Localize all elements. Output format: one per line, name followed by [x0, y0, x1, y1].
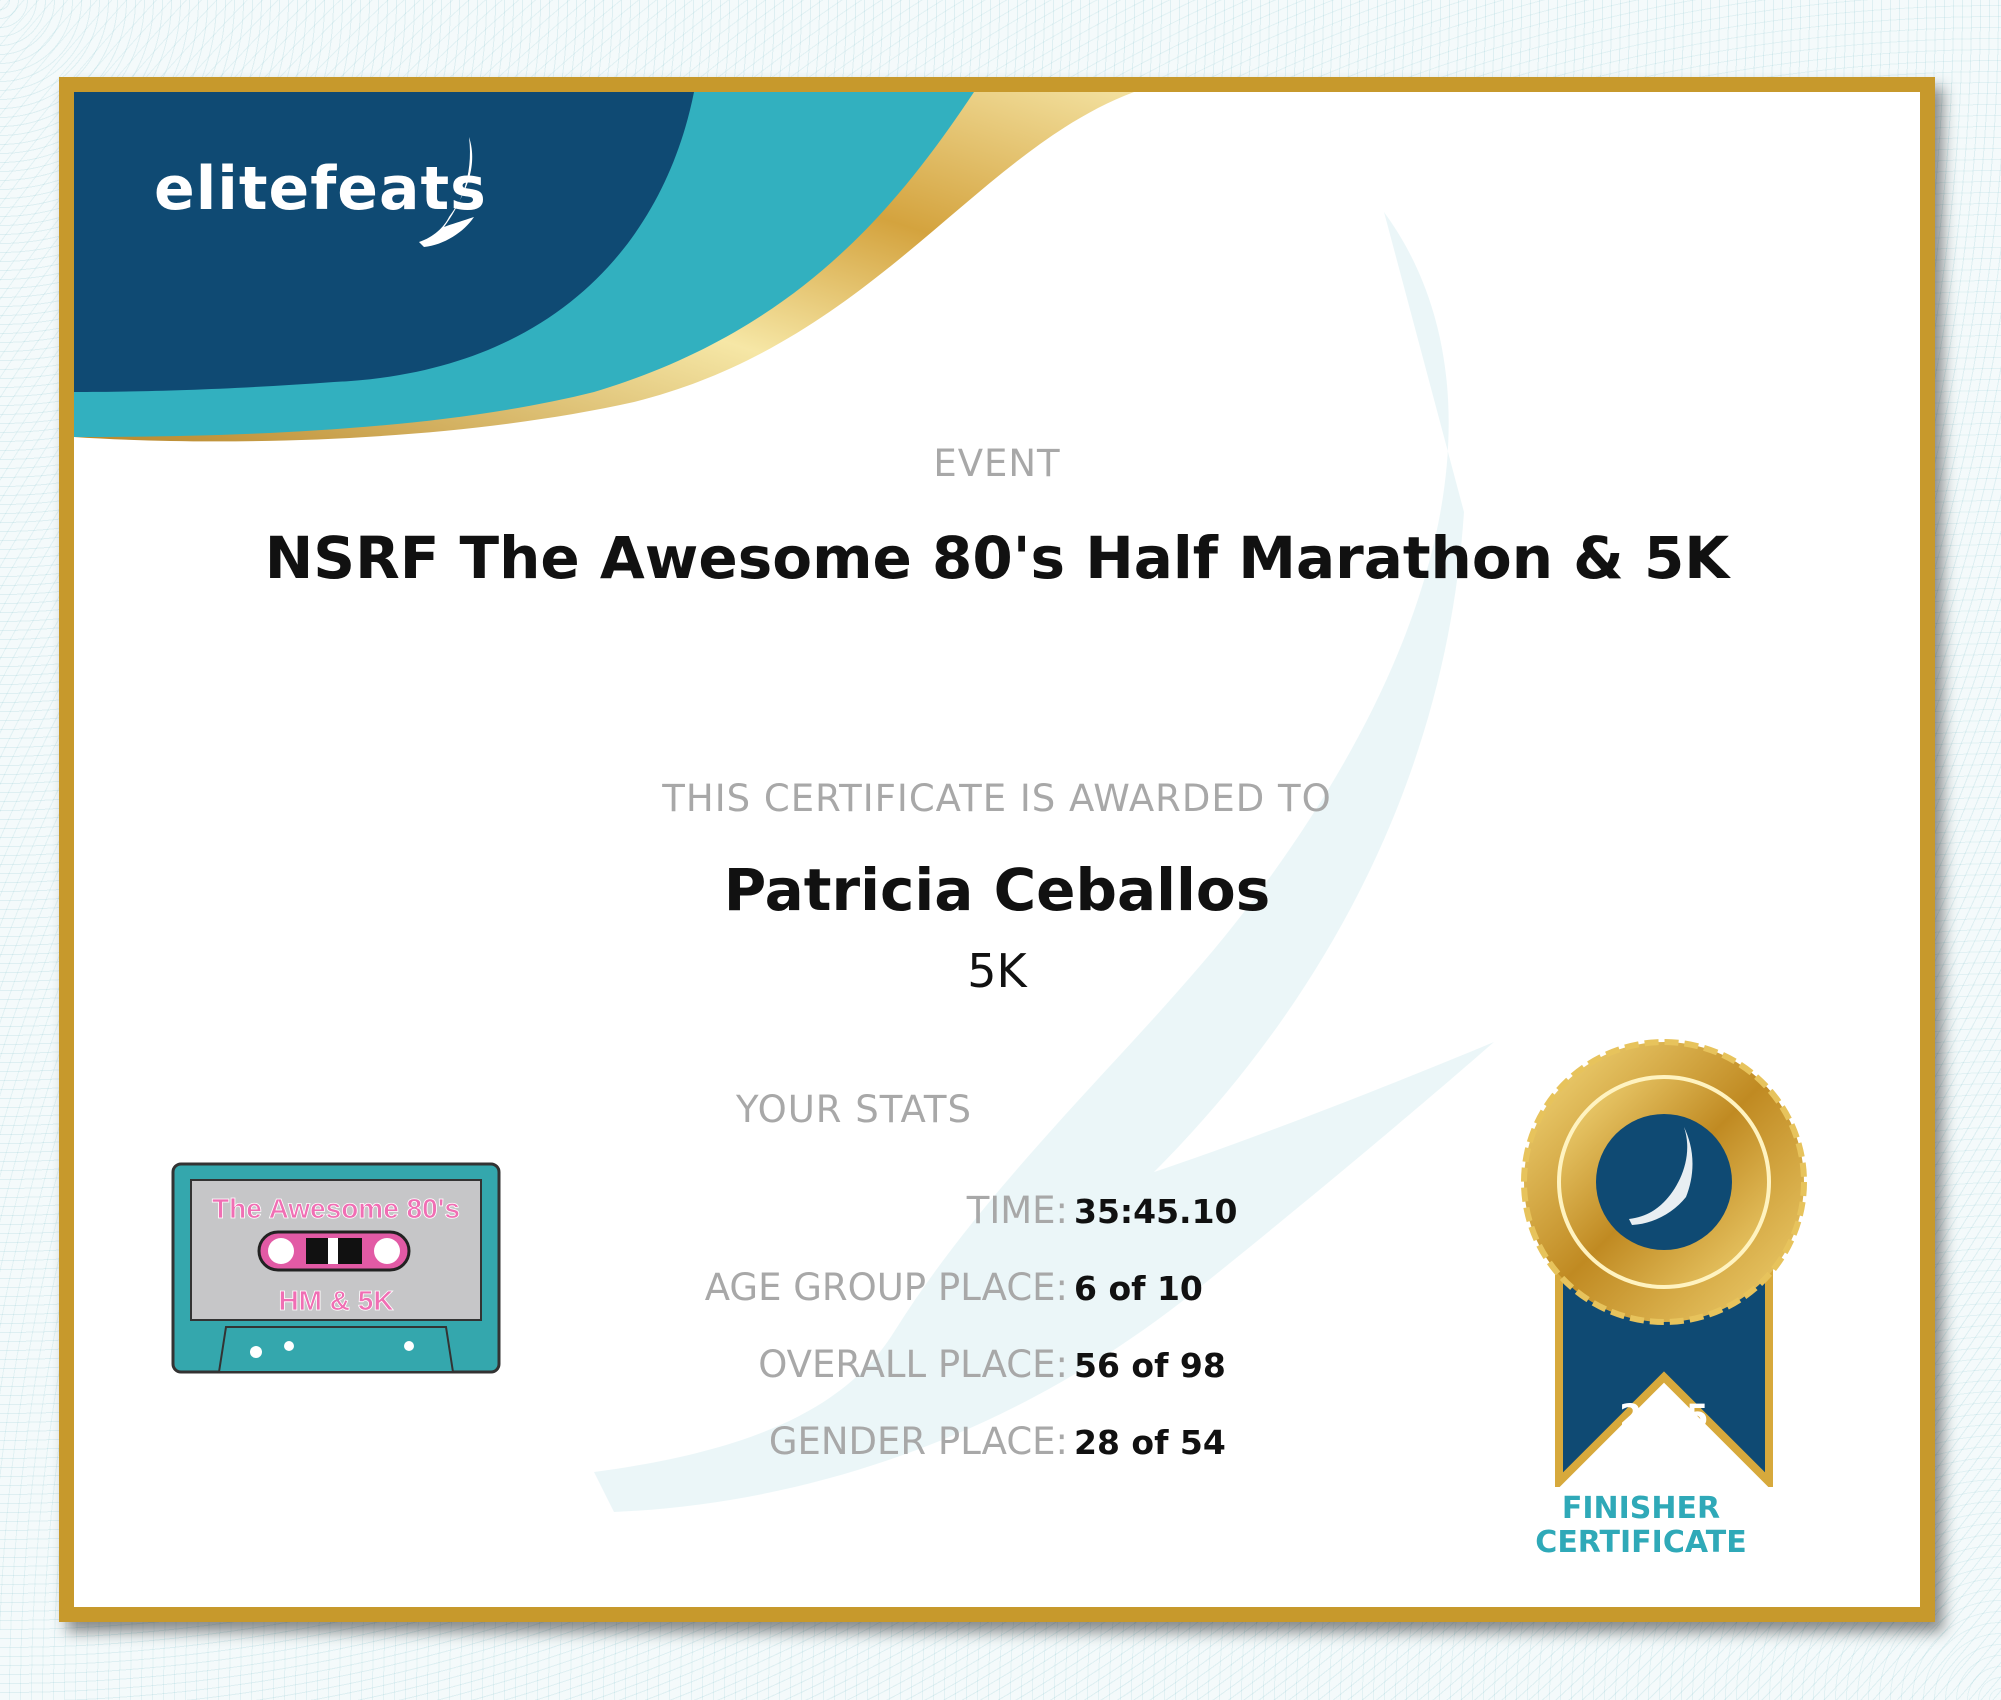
finisher-label: FINISHER [1561, 1491, 1721, 1526]
certificate-label: CERTIFICATE [1535, 1525, 1747, 1560]
stat-value: 56 of 98 [1074, 1346, 1226, 1385]
cassette-subtitle: HM & 5K [278, 1285, 393, 1316]
winged-foot-icon [419, 137, 474, 247]
recipient-name: Patricia Ceballos [723, 856, 1271, 924]
cassette-title: The Awesome 80's [212, 1193, 460, 1224]
stat-row-overall-place: OVERALL PLACE: 56 of 98 [74, 1343, 1226, 1386]
certificate: elitefeats EVENT NSRF The Awesome 80's H… [59, 77, 1935, 1622]
winged-foot-watermark [594, 212, 1494, 1512]
stat-label: TIME: [966, 1189, 1068, 1232]
elitefeats-logo: elitefeats [154, 154, 487, 224]
event-name: NSRF The Awesome 80's Half Marathon & 5K [264, 524, 1730, 592]
awarded-to-label: THIS CERTIFICATE IS AWARDED TO [662, 777, 1332, 820]
race-distance: 5K [967, 944, 1027, 998]
stat-row-age-group-place: AGE GROUP PLACE: 6 of 10 [74, 1266, 1203, 1309]
header-wave-art [74, 92, 1134, 442]
stat-value: 6 of 10 [1074, 1269, 1203, 1308]
stat-value: 28 of 54 [1074, 1423, 1226, 1462]
stat-row-gender-place: GENDER PLACE: 28 of 54 [74, 1420, 1226, 1463]
event-label: EVENT [933, 442, 1061, 485]
winged-foot-icon [1629, 1127, 1693, 1225]
stat-label: GENDER PLACE: [768, 1420, 1068, 1463]
stat-label: AGE GROUP PLACE: [704, 1266, 1068, 1309]
stat-row-time: TIME: 35:45.10 [74, 1189, 1238, 1232]
finisher-medal: 2025 [1521, 1039, 1807, 1487]
medal-year: 2025 [1619, 1397, 1708, 1435]
stat-label: OVERALL PLACE: [758, 1343, 1068, 1386]
event-cassette-logo: The Awesome 80's HM & 5K [171, 1162, 501, 1374]
your-stats-label: YOUR STATS [736, 1088, 972, 1131]
stat-value: 35:45.10 [1074, 1192, 1238, 1231]
